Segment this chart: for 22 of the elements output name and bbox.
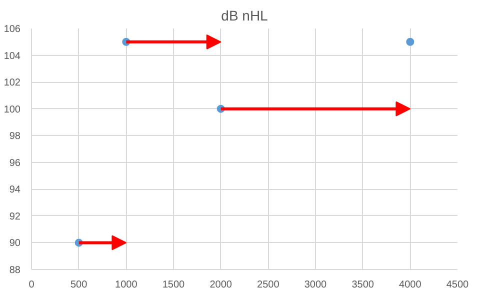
x-tick-label: 0 (28, 280, 35, 290)
point (406, 38, 414, 46)
x-tick-label: 4000 (399, 280, 422, 290)
x-tick-label: 500 (70, 280, 88, 290)
x-tick-label: 3500 (352, 280, 374, 290)
x-tick-label: 3000 (304, 280, 328, 290)
y-tick-label: 96 (9, 158, 21, 169)
y-tick-label: 94 (9, 184, 21, 196)
y-tick-label: 104 (4, 50, 21, 62)
y-tick-label: 100 (4, 104, 21, 116)
x-tick-label: 1000 (115, 280, 138, 290)
x-tick-label: 2500 (257, 280, 280, 290)
y-tick-label: 98 (9, 131, 21, 142)
y-tick-label: 92 (9, 211, 21, 222)
y-tick-label: 102 (4, 78, 21, 89)
y-tick-label: 106 (4, 24, 21, 35)
x-tick-label: 4500 (446, 280, 470, 290)
chart-title: dB nHL (221, 8, 268, 24)
y-tick-label: 88 (9, 265, 21, 276)
y-tick-label: 90 (9, 238, 21, 250)
x-tick-label: 1500 (162, 280, 186, 290)
x-tick-label: 2000 (210, 280, 232, 290)
